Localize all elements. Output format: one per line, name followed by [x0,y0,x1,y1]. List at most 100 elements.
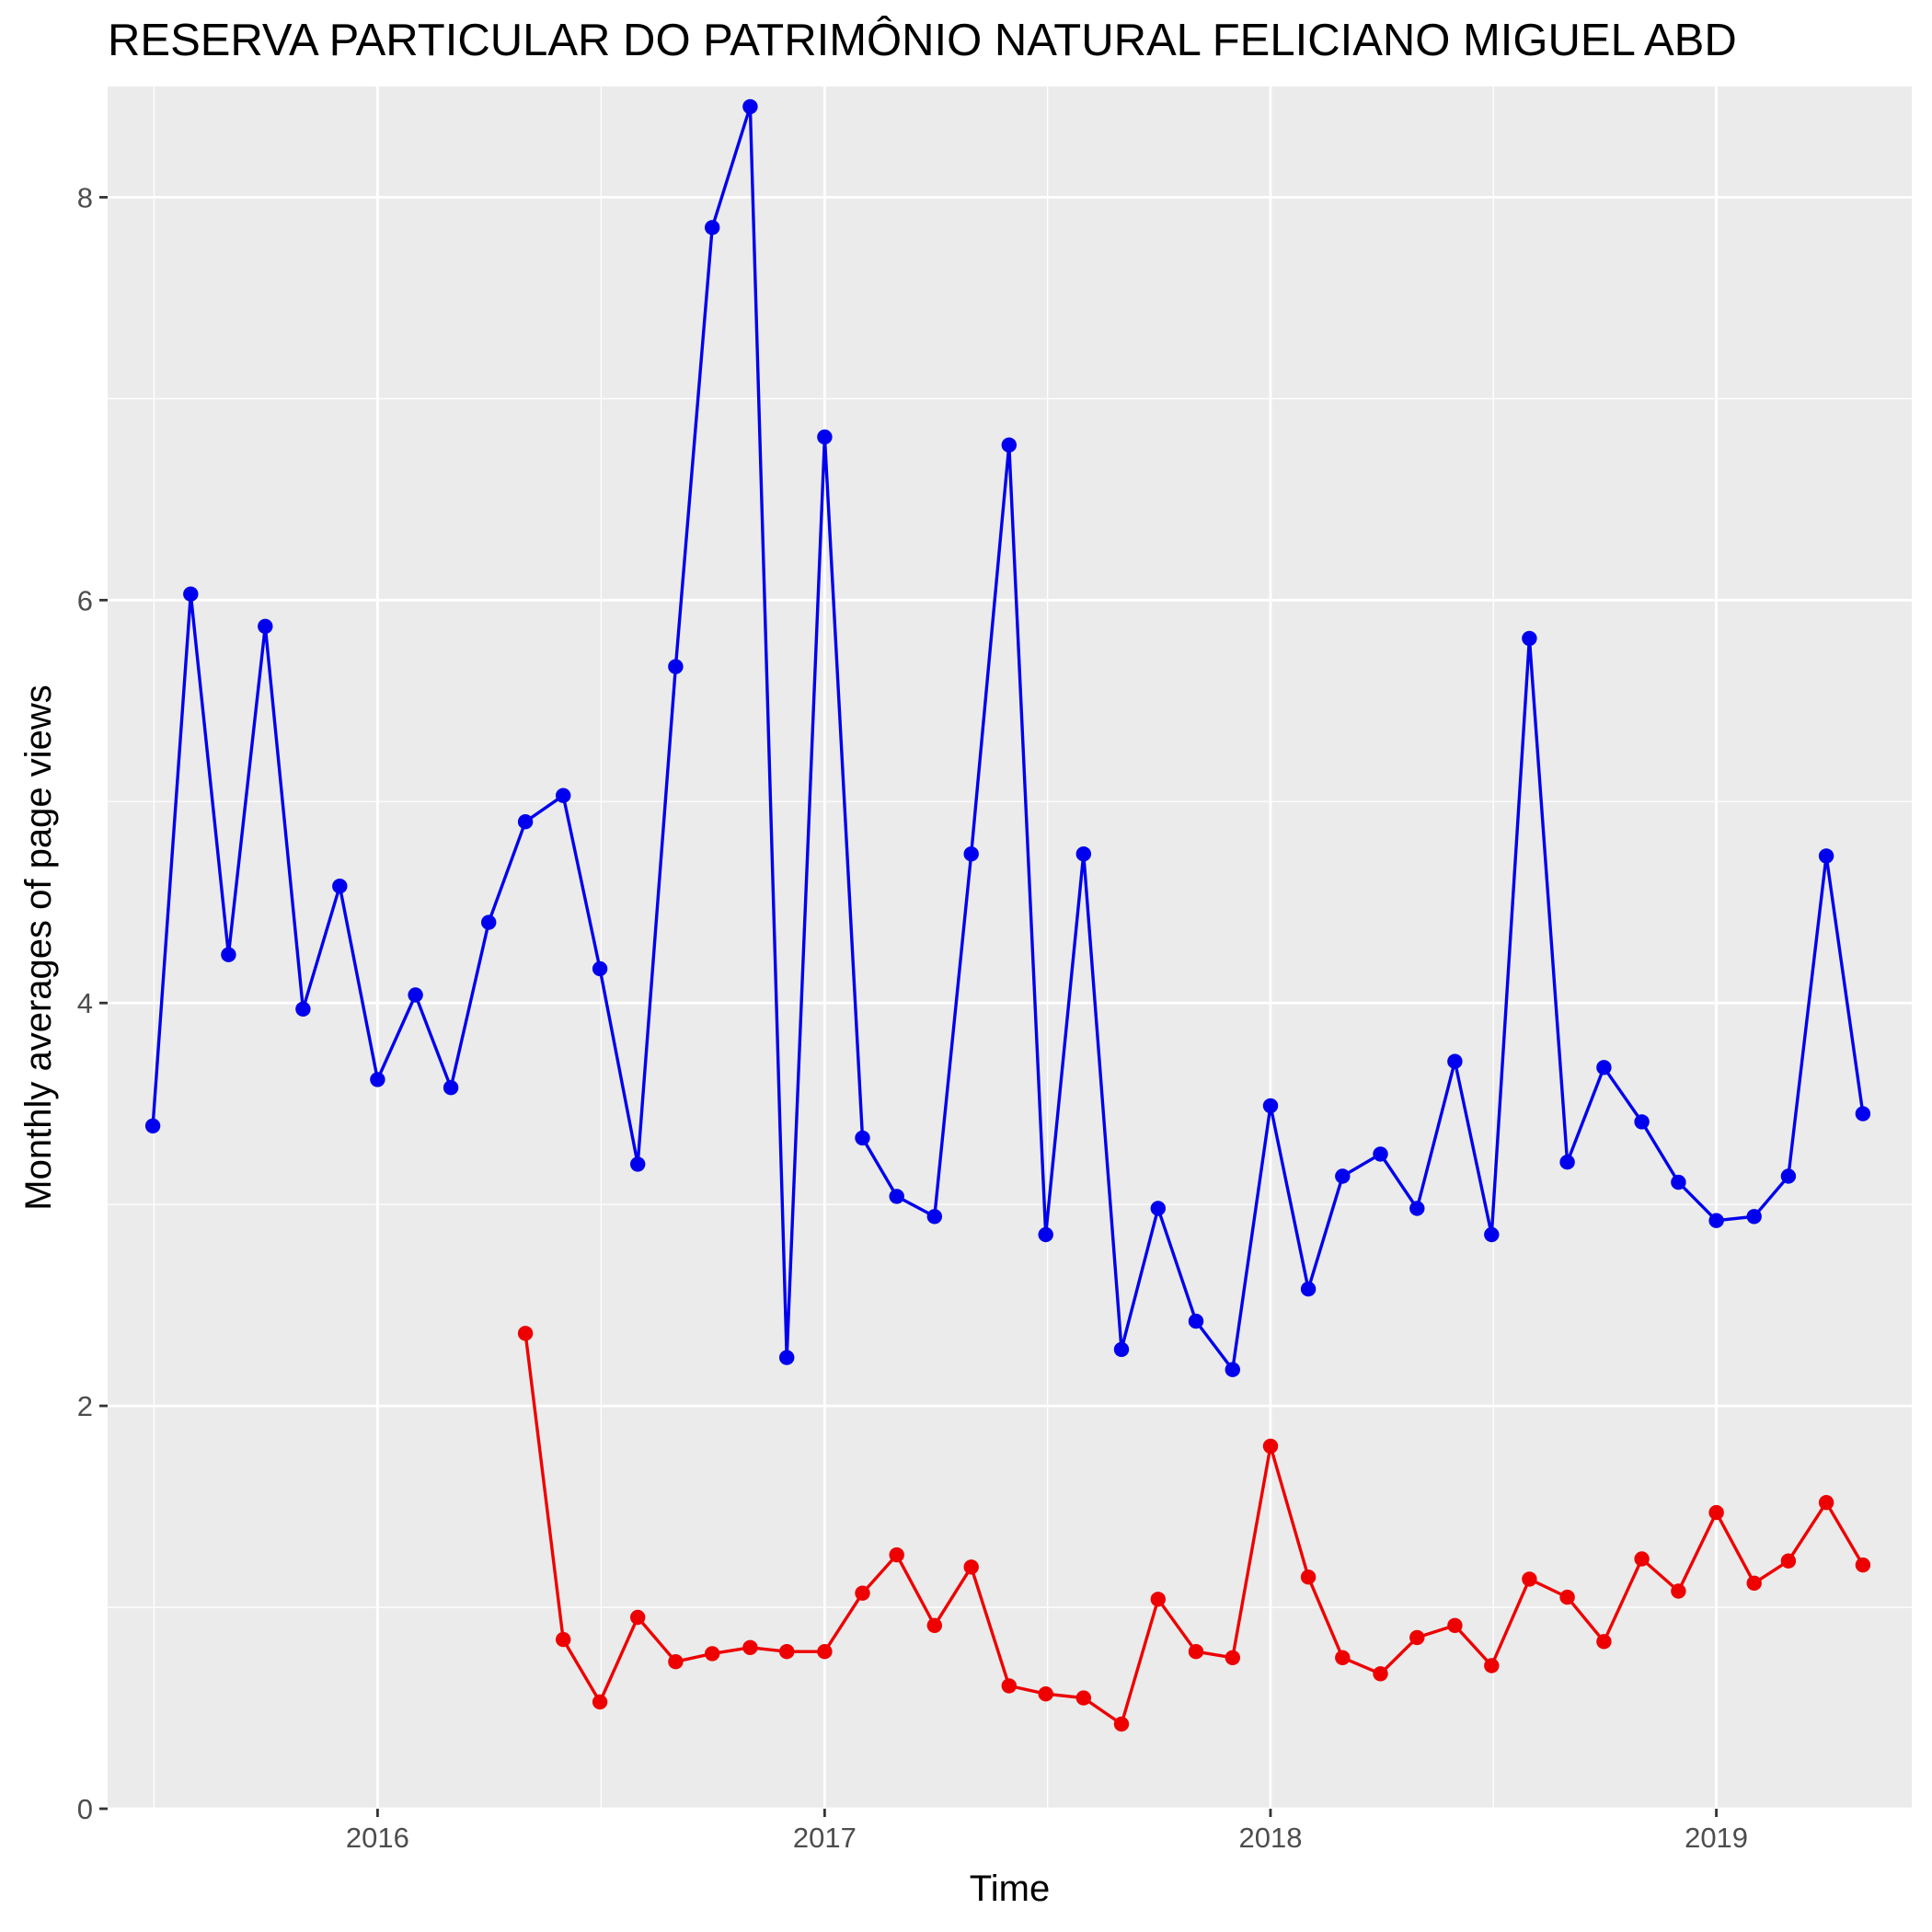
data-point [332,879,348,894]
data-point [1596,1060,1612,1075]
data-point [592,960,608,977]
data-point [370,1072,385,1087]
data-point [742,98,758,115]
data-point [1746,1575,1762,1592]
data-point [592,1694,608,1710]
data-point [1300,1281,1317,1297]
data-point [443,1080,459,1096]
data-point [742,1639,758,1656]
data-point [1634,1551,1650,1567]
y-tick-label: 8 [77,181,93,213]
data-point [1113,1341,1130,1358]
data-point [963,1559,979,1575]
x-tick-label: 2018 [1238,1822,1302,1854]
data-point [517,814,534,830]
data-point [1373,1666,1388,1682]
data-point [1708,1504,1724,1521]
data-point [779,1644,795,1660]
data-point [1188,1313,1204,1329]
data-point [1075,1690,1092,1706]
data-point [1484,1226,1500,1243]
data-point [1409,1201,1425,1216]
data-point [926,1617,942,1634]
minor-gridlines [108,86,1912,1809]
data-point [1484,1658,1500,1673]
data-point [1075,846,1092,862]
data-point [517,1326,534,1341]
data-point [630,1609,646,1626]
y-tick-label: 6 [77,584,93,616]
data-point [1818,1495,1834,1511]
data-point [1522,630,1537,647]
data-point [668,659,684,674]
data-point [1596,1634,1612,1650]
x-axis-title: Time [970,1869,1050,1909]
y-tick-label: 0 [77,1793,93,1825]
data-point [1559,1589,1575,1605]
data-point [258,618,273,634]
data-point [1113,1716,1130,1732]
data-point [705,1646,720,1662]
series-layer [144,98,1871,1732]
data-point [1855,1106,1871,1121]
data-point [1522,1571,1537,1587]
data-point [1038,1686,1053,1702]
data-point [1262,1098,1279,1114]
y-tick-label: 2 [77,1390,93,1422]
data-point [408,987,423,1003]
data-point [1780,1168,1797,1184]
data-point [1780,1553,1797,1569]
data-point [855,1130,870,1146]
x-tick-label: 2017 [793,1822,857,1854]
series-1 [144,98,1871,1377]
data-point [1150,1592,1167,1607]
data-point [1225,1650,1241,1666]
data-point [1038,1226,1053,1243]
data-point [295,1001,311,1018]
data-point [1001,1678,1018,1694]
data-point [556,1631,571,1648]
data-point [221,947,236,962]
data-point [1855,1557,1871,1573]
y-axis: 0 2 4 6 8 [77,181,108,1825]
data-point [1335,1650,1351,1666]
data-point [630,1156,646,1172]
x-axis: 2016 2017 2018 2019 [346,1809,1748,1854]
x-tick-label: 2019 [1685,1822,1748,1854]
data-point [1300,1570,1317,1585]
data-point [1671,1174,1686,1190]
data-point [144,1118,161,1134]
data-point [556,788,571,803]
data-point [1335,1168,1351,1184]
data-point [481,914,497,930]
chart-title: RESERVA PARTICULAR DO PATRIMÔNIO NATURAL… [108,16,1737,65]
major-gridlines [108,86,1912,1811]
data-point [1708,1213,1724,1228]
data-point [1373,1146,1388,1162]
series-2 [517,1326,1871,1732]
data-point [1262,1438,1279,1455]
y-tick-label: 4 [77,987,93,1019]
data-point [817,1644,833,1660]
data-point [1150,1201,1167,1216]
data-point [926,1209,942,1225]
data-point [183,586,199,602]
data-point [1409,1629,1425,1646]
data-point [817,429,833,445]
data-point [855,1585,870,1601]
data-point [963,846,979,862]
plot-panel [108,86,1912,1809]
data-point [889,1189,904,1204]
data-point [1188,1644,1204,1660]
data-point [1447,1053,1463,1069]
data-point [1818,848,1834,864]
data-point [1634,1114,1650,1130]
data-point [1001,437,1018,453]
y-axis-title: Monthly averages of page views [18,684,59,1210]
data-point [668,1654,684,1670]
data-point [889,1547,904,1563]
data-point [705,220,720,236]
data-point [1671,1583,1686,1599]
data-point [1447,1617,1463,1634]
